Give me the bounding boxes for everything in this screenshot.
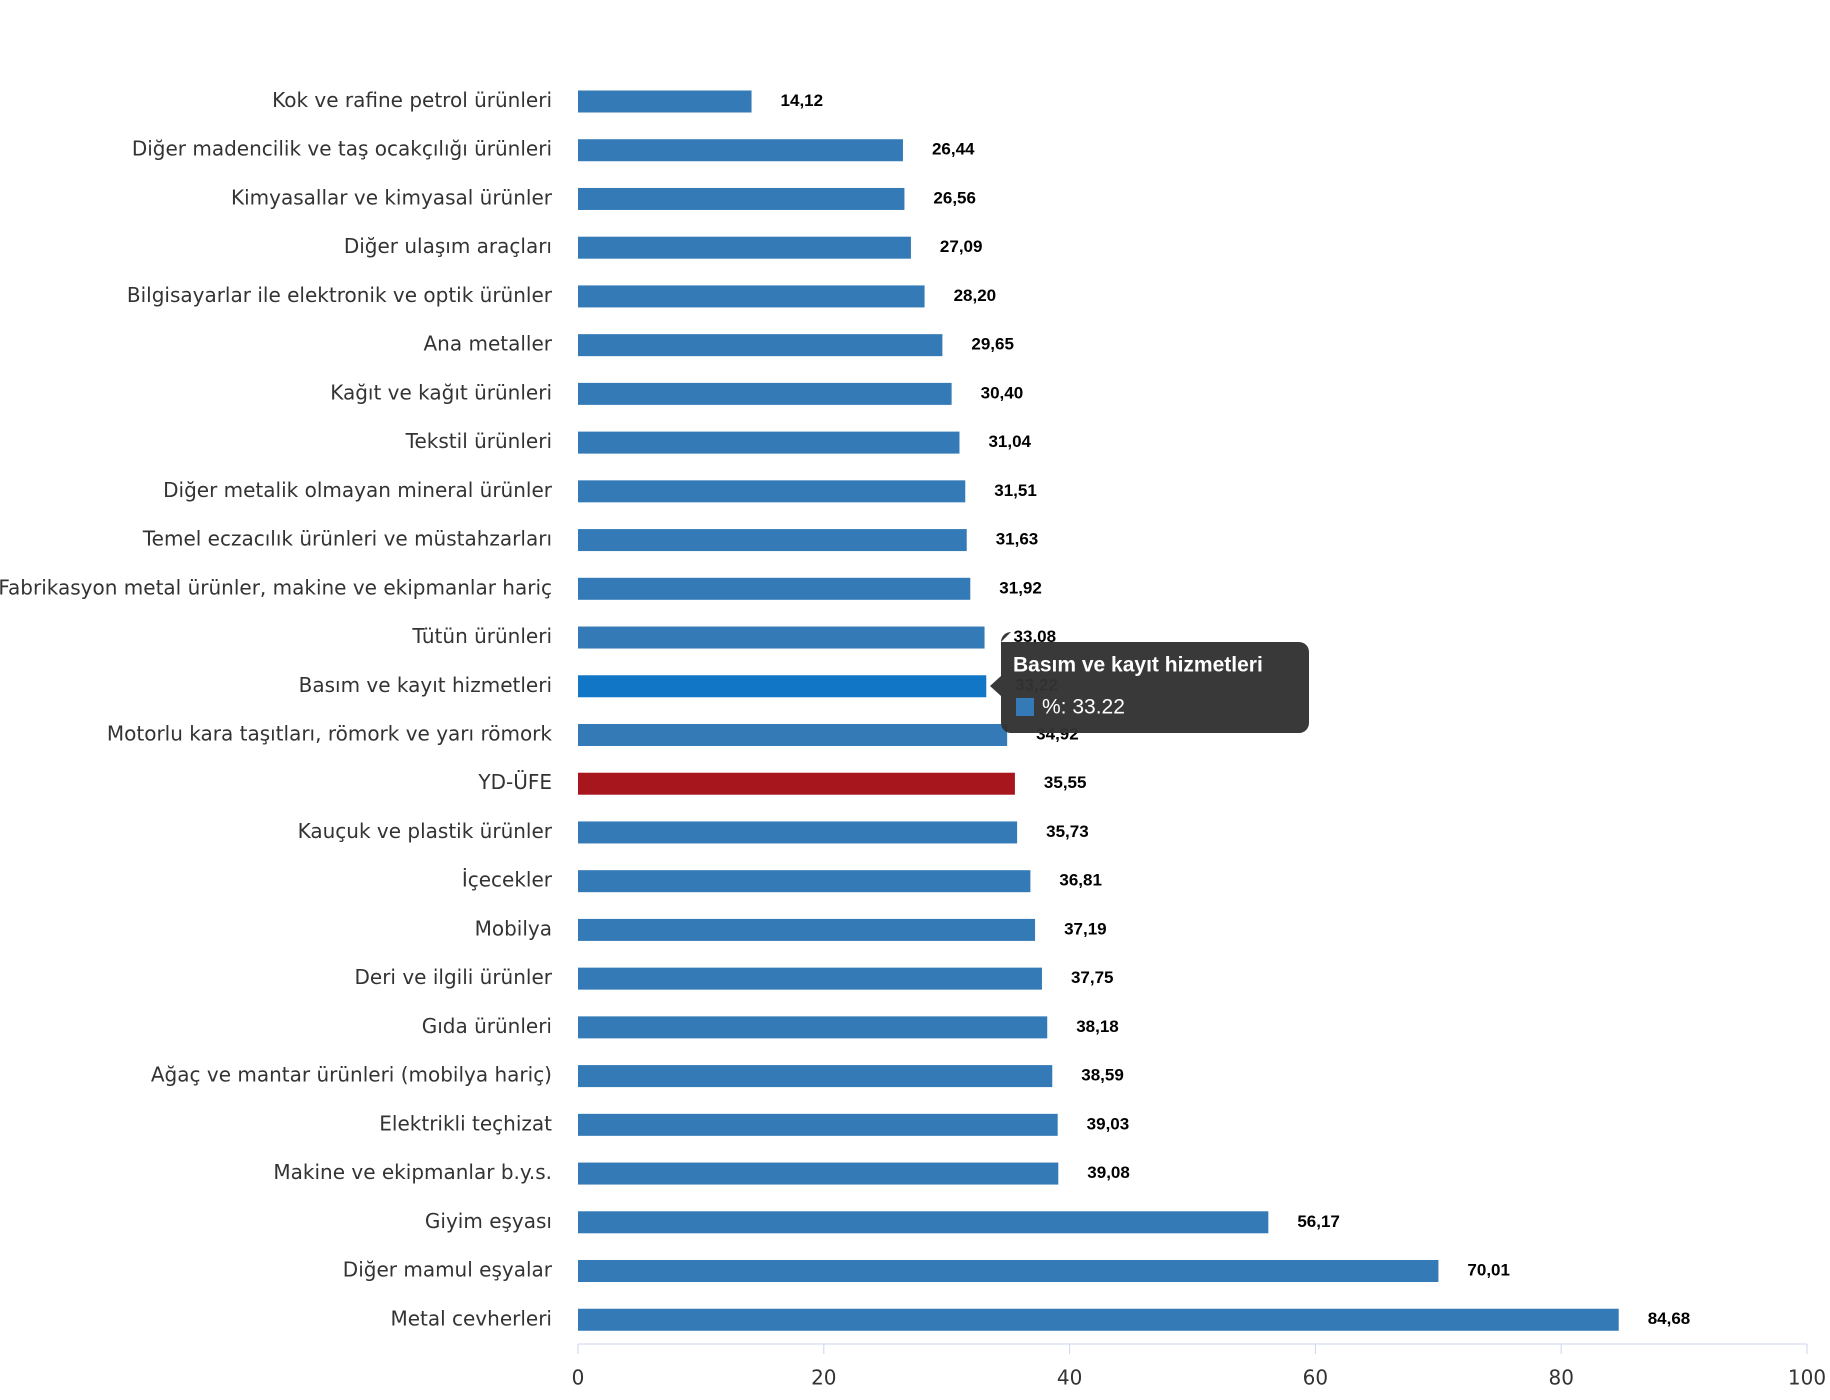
category-label: Makine ve ekipmanlar b.y.s.	[273, 1160, 552, 1184]
x-tick-label: 100	[1788, 1366, 1826, 1390]
bar[interactable]	[578, 334, 943, 357]
bar[interactable]	[578, 431, 960, 454]
bar[interactable]	[578, 626, 985, 649]
value-label: 28,20	[954, 286, 997, 305]
category-label: Giyim eşyası	[425, 1209, 552, 1233]
tooltip-title: Basım ve kayıt hizmetleri	[1013, 654, 1263, 677]
bar[interactable]	[578, 1308, 1619, 1331]
value-label: 39,03	[1087, 1114, 1130, 1133]
tooltip-box	[990, 632, 1309, 733]
value-label: 70,01	[1467, 1261, 1510, 1280]
value-label: 37,19	[1064, 919, 1107, 938]
tooltip-swatch	[1016, 698, 1034, 716]
value-label: 31,51	[994, 481, 1037, 500]
category-label: Bilgisayarlar ile elektronik ve optik ür…	[127, 283, 553, 307]
bar[interactable]	[578, 382, 952, 405]
category-label: Elektrikli teçhizat	[379, 1111, 552, 1135]
bar[interactable]	[578, 723, 1008, 746]
category-label: Motorlu kara taşıtları, römork ve yarı r…	[107, 721, 553, 745]
category-label: Mobilya	[475, 916, 552, 940]
bar[interactable]	[578, 772, 1015, 795]
category-label: Ana metaller	[424, 332, 553, 356]
value-label: 39,08	[1087, 1163, 1130, 1182]
value-label: 29,65	[971, 335, 1014, 354]
value-label: 31,92	[999, 578, 1042, 597]
category-label: Kauçuk ve plastik ürünler	[298, 819, 553, 843]
bar[interactable]	[578, 1211, 1269, 1234]
x-tick-label: 0	[572, 1366, 585, 1390]
tooltip-text: %: 33.22	[1042, 696, 1125, 719]
category-label: Deri ve ilgili ürünler	[354, 965, 552, 989]
bar[interactable]	[578, 529, 967, 552]
bar[interactable]	[578, 577, 971, 600]
value-label: 31,04	[988, 432, 1031, 451]
category-label: YD-ÜFE	[477, 770, 552, 794]
category-label: İçecekler	[462, 868, 553, 892]
bar[interactable]	[578, 967, 1042, 990]
value-label: 38,18	[1076, 1017, 1119, 1036]
value-label: 33,08	[1014, 627, 1057, 646]
category-label: Temel eczacılık ürünleri ve müstahzarlar…	[142, 527, 552, 551]
category-label: Diğer mamul eşyalar	[343, 1258, 553, 1282]
bar[interactable]	[578, 90, 752, 113]
bar[interactable]	[578, 139, 903, 162]
bar[interactable]	[578, 236, 911, 259]
x-tick-label: 20	[811, 1366, 836, 1390]
value-label: 37,75	[1071, 968, 1114, 987]
value-label: 31,63	[996, 530, 1039, 549]
bar[interactable]	[578, 187, 905, 210]
value-label: 35,73	[1046, 822, 1089, 841]
category-label: Diğer madencilik ve taş ocakçılığı ürünl…	[132, 137, 552, 161]
value-label: 27,09	[940, 237, 983, 256]
x-tick-label: 80	[1548, 1366, 1573, 1390]
bar[interactable]	[578, 1260, 1439, 1283]
bar[interactable]	[578, 1065, 1053, 1088]
category-label: Kağıt ve kağıt ürünleri	[330, 380, 552, 404]
category-label: Tekstil ürünleri	[405, 429, 552, 453]
bar[interactable]	[578, 285, 925, 308]
x-tick-label: 40	[1057, 1366, 1082, 1390]
category-label: Tütün ürünleri	[411, 624, 552, 648]
tooltip: Basım ve kayıt hizmetleri %: 33.22	[990, 632, 1309, 733]
category-label: Diğer ulaşım araçları	[344, 234, 552, 258]
category-label: Fabrikasyon metal ürünler, makine ve eki…	[0, 575, 552, 599]
value-label: 30,40	[981, 383, 1024, 402]
value-label: 35,55	[1044, 773, 1087, 792]
value-label: 26,44	[932, 140, 975, 159]
value-label: 38,59	[1081, 1066, 1124, 1085]
x-tick-label: 60	[1303, 1366, 1328, 1390]
bar[interactable]	[578, 1162, 1059, 1185]
category-label: Basım ve kayıt hizmetleri	[299, 673, 552, 697]
category-label: Diğer metalik olmayan mineral ürünler	[163, 478, 553, 502]
value-label: 14,12	[781, 91, 824, 110]
category-label: Kimyasallar ve kimyasal ürünler	[231, 185, 553, 209]
bar[interactable]	[578, 821, 1018, 844]
value-label: 36,81	[1059, 871, 1102, 890]
bar[interactable]	[578, 675, 987, 698]
bar[interactable]	[578, 918, 1036, 941]
category-label: Metal cevherleri	[390, 1306, 552, 1330]
bar[interactable]	[578, 480, 966, 503]
bar[interactable]	[578, 870, 1031, 893]
bar[interactable]	[578, 1113, 1058, 1136]
category-label: Ağaç ve mantar ürünleri (mobilya hariç)	[151, 1063, 552, 1087]
value-label: 56,17	[1297, 1212, 1340, 1231]
bar[interactable]	[578, 1016, 1048, 1039]
value-label: 26,56	[933, 188, 976, 207]
category-label: Kok ve rafine petrol ürünleri	[272, 88, 552, 112]
value-label: 84,68	[1648, 1309, 1691, 1328]
category-label: Gıda ürünleri	[422, 1014, 552, 1038]
